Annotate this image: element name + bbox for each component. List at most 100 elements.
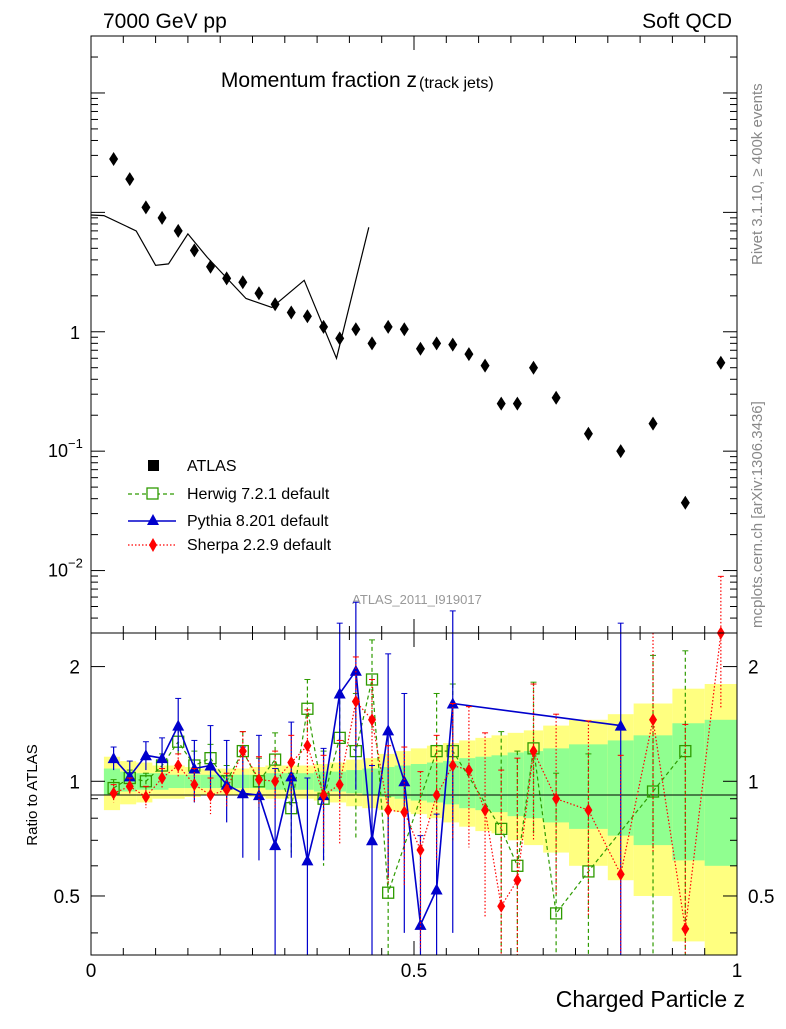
ratio-marker-sherpa (384, 803, 393, 817)
atlas-data-point (238, 275, 248, 290)
ratio-marker-sherpa (448, 759, 457, 773)
legend-item-pythia: Pythia 8.201 default (128, 513, 329, 530)
energy-label: 7000 GeV pp (103, 10, 227, 33)
band-inner-segment (459, 758, 476, 809)
ratio-marker-sherpa (271, 774, 280, 788)
band-inner-segment (475, 756, 492, 811)
ratio-series-sherpa (109, 575, 725, 955)
main-y-tick-label: 10 (48, 561, 68, 581)
ratio-marker-pythia (123, 770, 136, 782)
legend-marker-atlas (148, 460, 159, 471)
ratio-marker-sherpa (254, 773, 263, 787)
ratio-y-tick-label-right: 2 (748, 658, 759, 679)
ratio-marker-pythia (139, 749, 152, 761)
ratio-marker-sherpa (222, 783, 231, 797)
band-inner-segment (523, 751, 544, 819)
atlas-data-point (616, 444, 626, 459)
ratio-marker-sherpa (206, 788, 215, 802)
atlas-data-point (432, 336, 442, 351)
legend-item-sherpa: Sherpa 2.2.9 default (128, 537, 332, 554)
ratio-y-ticks: 0.5 0.5 1 1 2 2 (54, 658, 774, 934)
ratio-marker-sherpa (158, 771, 167, 785)
ratio-y-tick-label-right: 1 (748, 772, 759, 793)
x-axis-label: Charged Particle z (556, 986, 745, 1012)
ratio-series-layer (107, 575, 725, 955)
ratio-marker-sherpa (416, 843, 425, 857)
atlas-data-point (286, 305, 296, 320)
band-inner-segment (200, 774, 217, 789)
side-label-top: Rivet 3.1.10, ≥ 400k events (749, 83, 766, 265)
ratio-marker-pythia (414, 918, 427, 930)
ratio-marker-sherpa (141, 790, 150, 804)
side-label-bottom: mcplots.cern.ch [arXiv:1306.3436] (749, 401, 766, 628)
x-tick-label: 0.5 (401, 961, 427, 982)
legend-item-herwig: Herwig 7.2.1 default (128, 486, 330, 503)
ratio-marker-sherpa (400, 805, 409, 819)
atlas-data-point (206, 259, 216, 274)
main-y-ticks: 110−110−2 (48, 35, 737, 634)
model-line-layer (90, 214, 370, 361)
process-label: Soft QCD (642, 10, 732, 33)
ratio-series-pythia (107, 601, 627, 955)
atlas-points-layer (109, 151, 726, 510)
atlas-data-point (222, 271, 232, 286)
legend-label-sherpa: Sherpa 2.2.9 default (187, 537, 332, 554)
ratio-marker-sherpa (125, 779, 134, 793)
atlas-data-point (648, 416, 658, 431)
ratio-marker-sherpa (432, 788, 441, 802)
ratio-marker-pythia (156, 752, 169, 764)
atlas-data-point (529, 360, 539, 375)
legend-label-herwig: Herwig 7.2.1 default (187, 486, 330, 503)
main-title: Momentum fraction z (221, 69, 417, 92)
ratio-marker-sherpa (464, 763, 473, 777)
ratio-marker-pythia (614, 719, 627, 731)
x-tick-label: 0 (86, 961, 97, 982)
atlas-data-point (302, 309, 312, 324)
legend-marker-sherpa (149, 538, 157, 552)
ratio-marker-sherpa (174, 759, 183, 773)
atlas-data-point (551, 390, 561, 405)
atlas-data-point (480, 358, 490, 373)
atlas-data-point (173, 223, 183, 238)
atlas-data-point (125, 172, 135, 187)
band-inner-segment (233, 774, 250, 789)
ratio-marker-pythia (252, 789, 265, 801)
legend-label-pythia: Pythia 8.201 default (187, 513, 329, 530)
atlas-data-point (383, 319, 393, 334)
ratio-marker-sherpa (238, 744, 247, 758)
band-inner-segment (426, 762, 444, 803)
atlas-data-point (496, 396, 506, 411)
ratio-marker-pythia (285, 770, 298, 782)
main-y-tick-label: 10 (48, 441, 68, 461)
ratio-marker-herwig (382, 886, 395, 899)
main-y-tick-label: 1 (70, 323, 80, 343)
ratio-x-ticks: 0 0.5 1 (86, 36, 742, 982)
atlas-data-point (399, 322, 409, 337)
legend-marker-herwig (146, 487, 159, 500)
legend: ATLAS Herwig 7.2.1 default Pythia 8.201 … (128, 458, 332, 554)
ratio-y-tick-label: 0.5 (54, 887, 80, 908)
atlas-data-point (351, 322, 361, 337)
ratio-marker-sherpa (529, 744, 538, 758)
ratio-marker-sherpa (287, 756, 296, 770)
ratio-marker-sherpa (303, 739, 312, 753)
analysis-id: ATLAS_2011_I919017 (352, 592, 482, 607)
ratio-marker-sherpa (481, 803, 490, 817)
model-line (90, 214, 370, 361)
band-inner-segment (346, 770, 363, 794)
ratio-marker-sherpa (616, 867, 625, 881)
ratio-marker-sherpa (584, 803, 593, 817)
atlas-data-point (189, 243, 199, 258)
ratio-marker-sherpa (681, 922, 690, 936)
band-inner-segment (672, 723, 705, 861)
ratio-marker-pythia (204, 759, 217, 771)
ratio-marker-pythia (398, 775, 411, 787)
ratio-marker-pythia (236, 787, 249, 799)
atlas-data-point (464, 347, 474, 362)
ratio-marker-pythia (382, 724, 395, 736)
ratio-marker-sherpa (319, 788, 328, 802)
ratio-marker-pythia (107, 752, 120, 764)
band-inner-segment (362, 768, 379, 796)
ratio-marker-sherpa (109, 786, 118, 800)
